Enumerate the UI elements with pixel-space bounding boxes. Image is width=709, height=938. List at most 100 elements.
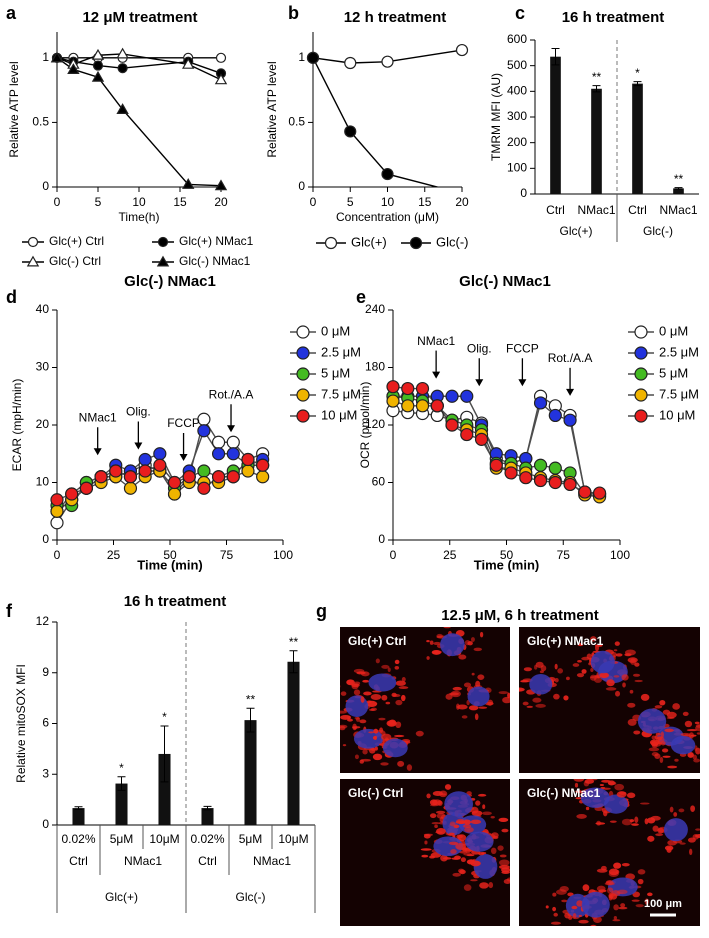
nucleus xyxy=(529,673,553,695)
mitochondria xyxy=(432,790,443,796)
mitochondria xyxy=(634,816,639,824)
mitochondria xyxy=(695,747,700,755)
legend-label: 5 μM xyxy=(321,365,350,380)
mitochondria xyxy=(580,773,585,778)
mitochondria xyxy=(578,919,589,924)
mitochondria xyxy=(443,627,451,629)
mitochondria xyxy=(471,672,475,676)
mitochondria xyxy=(553,912,558,917)
mitochondria xyxy=(498,817,509,822)
data-point xyxy=(211,435,226,449)
mitochondria xyxy=(434,824,438,829)
bar xyxy=(673,188,684,194)
significance: * xyxy=(119,761,124,775)
nucleus xyxy=(464,831,494,852)
y-tick-label: 300 xyxy=(507,109,527,123)
x-tick-label: Ctrl xyxy=(628,203,647,217)
nucleus xyxy=(345,695,369,718)
legend-label: 2.5 μM xyxy=(659,344,699,359)
mitochondria xyxy=(497,845,504,851)
mitochondria xyxy=(613,649,618,652)
panel-letter: f xyxy=(6,601,13,621)
data-point xyxy=(117,63,128,74)
y-tick-label: 0 xyxy=(42,817,49,831)
mitochondria xyxy=(421,854,429,858)
panel-letter: a xyxy=(6,3,17,23)
mitochondria xyxy=(462,847,468,852)
mitochondria xyxy=(340,725,346,731)
mitochondria xyxy=(674,758,679,762)
arrow-head xyxy=(134,442,143,450)
data-point xyxy=(91,48,105,60)
mitochondria xyxy=(651,752,659,757)
legend-label: 7.5 μM xyxy=(321,386,361,401)
mitochondria xyxy=(590,636,597,642)
micrograph xyxy=(519,627,709,773)
nucleus xyxy=(353,728,384,749)
arrow-head xyxy=(566,388,575,396)
data-point xyxy=(67,63,80,74)
mitochondria xyxy=(705,753,709,758)
legend-marker xyxy=(296,325,310,339)
data-point xyxy=(50,504,64,518)
x-axis-label: Time (min) xyxy=(137,557,203,572)
chart-title: Glc(-) NMac1 xyxy=(459,273,551,290)
y-axis-label: Relative ATP level xyxy=(7,61,21,157)
mitochondria xyxy=(695,724,700,732)
mitochondria xyxy=(647,892,653,897)
mitochondria xyxy=(466,854,475,857)
mitochondria xyxy=(477,674,485,680)
mitochondria xyxy=(503,878,510,884)
data-point xyxy=(256,470,270,484)
mitochondria xyxy=(535,703,546,708)
mitochondria xyxy=(423,833,433,837)
legend-label: Glc(+) Ctrl xyxy=(49,234,104,248)
mitochondria xyxy=(440,854,448,862)
mitochondria xyxy=(394,665,400,670)
mitochondria xyxy=(379,727,384,733)
mitochondria xyxy=(459,869,466,875)
nucleus xyxy=(663,818,688,842)
data-point xyxy=(489,458,503,472)
x-tick-label: 100 xyxy=(273,548,293,562)
x-tick-label: 10 xyxy=(132,195,146,209)
x-tick-label: 0 xyxy=(54,195,61,209)
legend-label: Glc(+) xyxy=(351,234,387,249)
bar xyxy=(201,808,214,825)
legend-label: Glc(-) xyxy=(436,234,469,249)
mitochondria xyxy=(571,905,578,910)
mitochondria xyxy=(572,663,580,667)
legend-marker xyxy=(324,236,338,250)
data-point xyxy=(181,178,195,189)
data-point xyxy=(214,179,228,191)
mitochondria xyxy=(406,764,413,771)
mitochondria xyxy=(639,802,650,805)
mitochondria xyxy=(433,641,441,646)
mitochondria xyxy=(590,675,601,679)
mitochondria xyxy=(479,882,489,889)
group-label: Glc(+) xyxy=(105,890,138,904)
mitochondria xyxy=(659,700,666,706)
panel-letter: b xyxy=(288,3,299,23)
annotation: FCCP xyxy=(506,341,539,355)
data-point xyxy=(381,167,394,181)
data-point xyxy=(50,51,64,63)
mitochondria xyxy=(395,721,402,729)
data-point xyxy=(167,487,182,501)
annotation: FCCP xyxy=(167,416,200,430)
micrograph xyxy=(340,779,510,926)
nucleus xyxy=(473,854,498,879)
nucleus xyxy=(368,673,397,692)
data-point xyxy=(226,470,240,484)
legend-marker xyxy=(634,346,648,360)
mitochondria xyxy=(532,697,542,703)
data-point xyxy=(138,452,152,467)
mitochondria xyxy=(475,800,481,806)
legend-label: 7.5 μM xyxy=(659,386,699,401)
mitochondria xyxy=(651,735,656,740)
image-label: Glc(+) Ctrl xyxy=(348,634,406,648)
bar xyxy=(158,753,171,825)
data-point xyxy=(460,389,474,403)
annotation: Olig. xyxy=(467,341,492,355)
mitochondria xyxy=(634,679,643,683)
